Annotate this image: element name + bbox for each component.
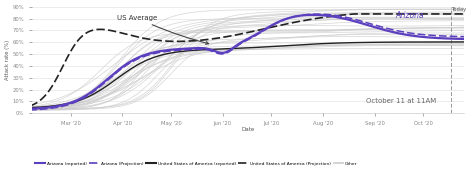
X-axis label: Date: Date bbox=[242, 127, 255, 132]
Legend: Arizona (reported), Arizona (Projection), United States of America (reported), U: Arizona (reported), Arizona (Projection)… bbox=[33, 160, 359, 168]
Y-axis label: Attack rate (%): Attack rate (%) bbox=[5, 40, 10, 80]
Text: Today: Today bbox=[452, 7, 467, 12]
Text: Arizona: Arizona bbox=[395, 11, 424, 20]
Text: US Average: US Average bbox=[117, 15, 209, 44]
Text: October 11 at 11AM: October 11 at 11AM bbox=[366, 98, 437, 104]
